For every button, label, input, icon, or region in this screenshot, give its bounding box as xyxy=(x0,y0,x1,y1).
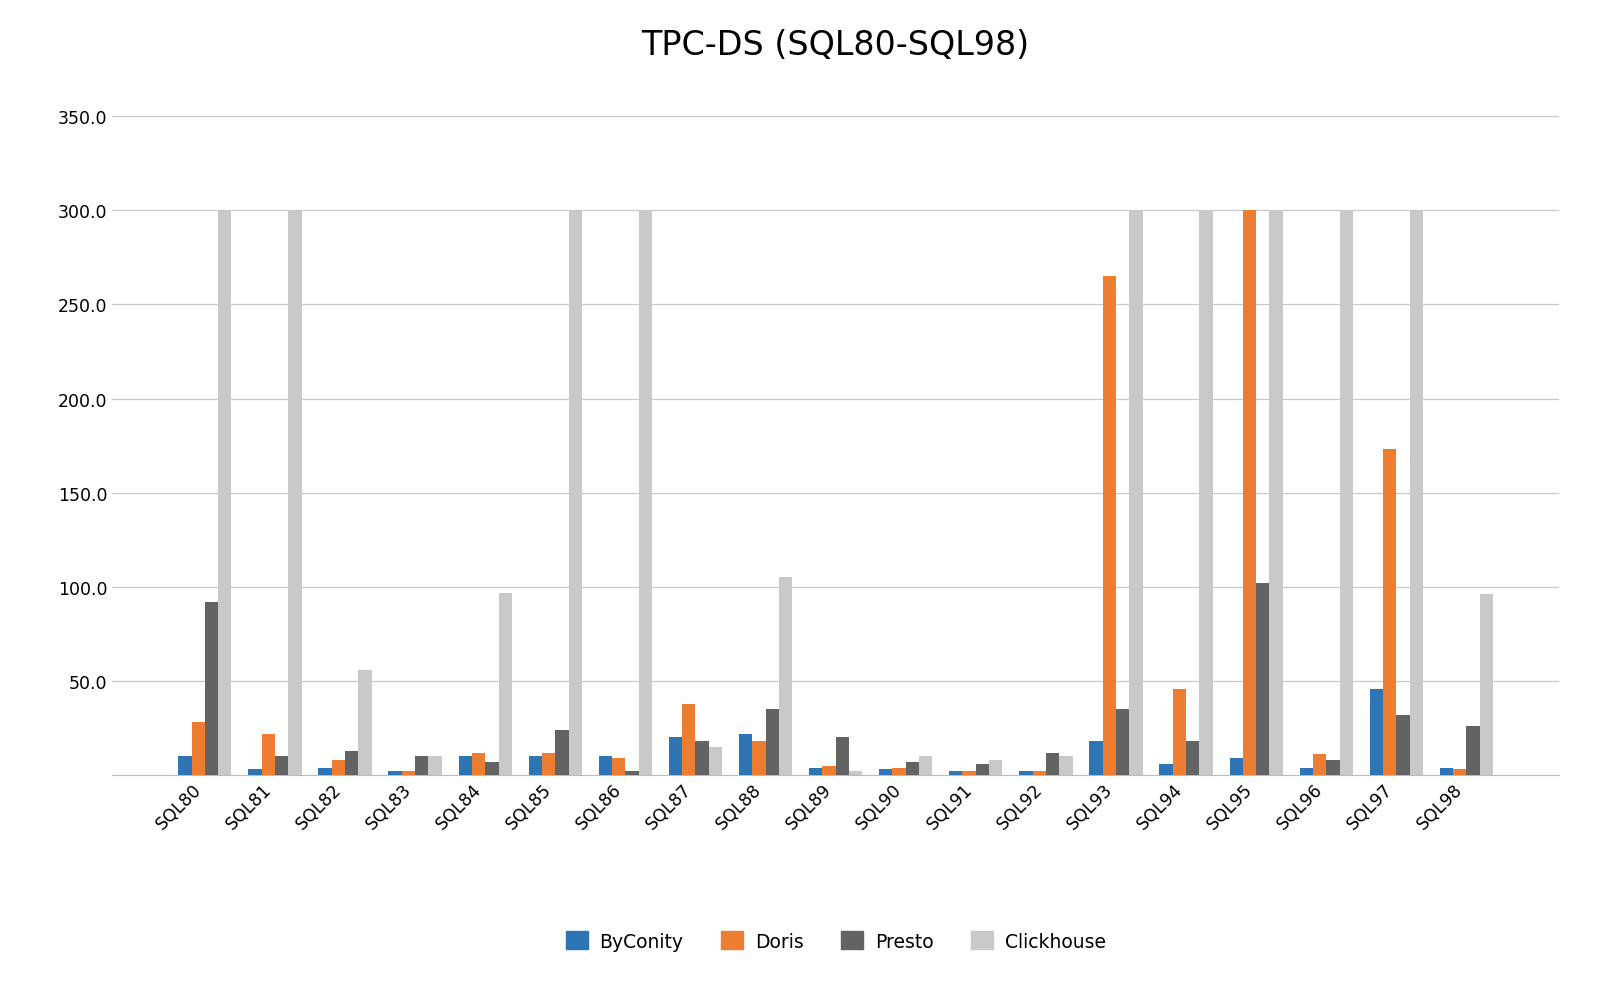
Bar xyxy=(1480,594,1493,775)
Bar xyxy=(1369,689,1384,775)
Legend: ByConity, Doris, Presto, Clickhouse: ByConity, Doris, Presto, Clickhouse xyxy=(558,923,1114,958)
Bar xyxy=(498,592,513,775)
Bar xyxy=(178,756,191,775)
Bar xyxy=(1090,742,1102,775)
Bar xyxy=(1440,767,1453,775)
Bar xyxy=(963,771,975,775)
Bar xyxy=(1033,771,1046,775)
Bar xyxy=(415,756,429,775)
Bar xyxy=(389,771,402,775)
Bar xyxy=(765,710,779,775)
Bar xyxy=(318,767,331,775)
Bar xyxy=(1130,211,1143,775)
Bar xyxy=(990,760,1003,775)
Bar xyxy=(599,756,612,775)
Bar xyxy=(569,211,582,775)
Bar xyxy=(458,756,472,775)
Bar xyxy=(1467,727,1480,775)
Bar xyxy=(1340,211,1353,775)
Bar xyxy=(1326,760,1340,775)
Bar xyxy=(346,750,358,775)
Bar xyxy=(472,752,485,775)
Bar xyxy=(485,762,498,775)
Bar xyxy=(219,211,231,775)
Bar xyxy=(1229,758,1242,775)
Bar xyxy=(779,578,792,775)
Bar xyxy=(1257,583,1270,775)
Bar xyxy=(808,767,823,775)
Bar xyxy=(836,738,848,775)
Bar xyxy=(529,756,542,775)
Bar xyxy=(1270,211,1282,775)
Bar xyxy=(752,742,765,775)
Bar xyxy=(262,734,275,775)
Title: TPC-DS (SQL80-SQL98): TPC-DS (SQL80-SQL98) xyxy=(641,29,1030,62)
Bar xyxy=(669,738,681,775)
Bar xyxy=(975,764,990,775)
Bar xyxy=(892,767,906,775)
Bar xyxy=(709,747,722,775)
Bar xyxy=(1396,715,1409,775)
Bar xyxy=(612,758,625,775)
Bar xyxy=(625,771,638,775)
Bar xyxy=(1046,752,1059,775)
Bar xyxy=(1102,277,1115,775)
Bar xyxy=(1115,710,1130,775)
Bar xyxy=(556,731,569,775)
Bar xyxy=(1059,756,1072,775)
Bar xyxy=(542,752,556,775)
Bar xyxy=(358,670,371,775)
Bar xyxy=(288,211,302,775)
Bar xyxy=(638,211,652,775)
Bar xyxy=(275,756,288,775)
Bar xyxy=(1242,211,1257,775)
Bar xyxy=(1384,450,1396,775)
Bar xyxy=(1300,767,1313,775)
Bar xyxy=(879,769,892,775)
Bar xyxy=(1313,754,1326,775)
Bar xyxy=(696,742,709,775)
Bar xyxy=(1409,211,1422,775)
Bar xyxy=(906,762,919,775)
Bar xyxy=(1159,764,1173,775)
Bar xyxy=(919,756,932,775)
Bar xyxy=(1453,769,1467,775)
Bar xyxy=(1199,211,1213,775)
Bar xyxy=(402,771,415,775)
Bar xyxy=(950,771,963,775)
Bar xyxy=(1019,771,1033,775)
Bar xyxy=(191,723,204,775)
Bar xyxy=(681,704,696,775)
Bar xyxy=(848,771,863,775)
Bar xyxy=(823,766,836,775)
Bar xyxy=(739,734,752,775)
Bar xyxy=(1173,689,1186,775)
Bar xyxy=(1186,742,1199,775)
Bar xyxy=(429,756,442,775)
Bar xyxy=(331,760,346,775)
Bar xyxy=(249,769,262,775)
Bar xyxy=(204,602,219,775)
